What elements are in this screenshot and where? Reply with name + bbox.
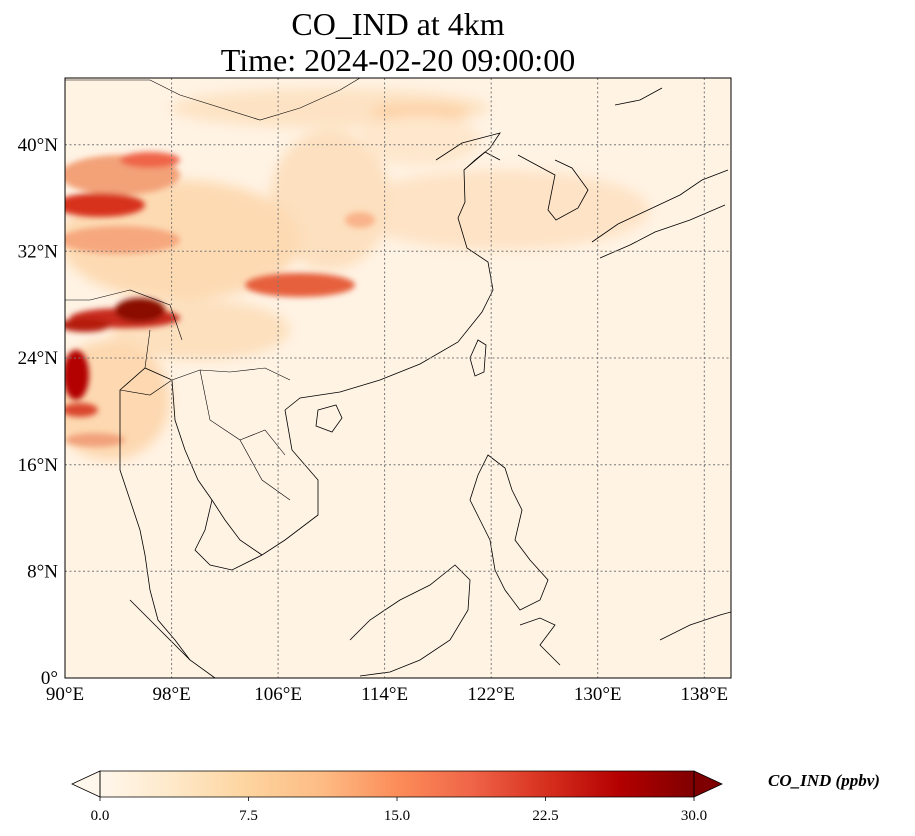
- colorbar-tick-label: 0.0: [91, 808, 110, 824]
- chart-title-line1: CO_IND at 4km: [291, 6, 505, 42]
- colorbar-tick-label: 7.5: [239, 808, 258, 824]
- borders: [65, 78, 361, 501]
- sulawesi-coast: [519, 617, 561, 666]
- lat-tick-label: 32°N: [18, 242, 59, 263]
- bohai-coast: [463, 151, 501, 171]
- lat-tick-label: 16°N: [18, 455, 59, 476]
- lat-tick-label: 24°N: [18, 348, 59, 369]
- lon-tick-labels: 90°E 98°E 106°E 114°E 122°E 130°E 138°E: [46, 684, 728, 705]
- colorbar: 0.0 7.5 15.0 22.5 30.0: [71, 770, 723, 824]
- map-frame: [64, 77, 732, 679]
- concentration-field: [65, 78, 731, 678]
- lat-tick-label: 40°N: [18, 135, 59, 156]
- lon-tick-label: 98°E: [152, 684, 190, 705]
- sumatra-coast: [129, 599, 216, 678]
- coastlines: [65, 78, 731, 678]
- gridlines: [65, 78, 731, 678]
- colorbar-gradient: [100, 771, 694, 797]
- thai-gulf-coast: [211, 499, 263, 556]
- lon-tick-label: 114°E: [361, 684, 408, 705]
- lon-tick-label: 130°E: [574, 684, 622, 705]
- china-coast: [284, 132, 501, 411]
- hokkaido-coast: [614, 87, 663, 106]
- colorbar-label: CO_IND (ppbv): [768, 771, 880, 790]
- lon-tick-label: 106°E: [254, 684, 302, 705]
- new-guinea-coast: [659, 611, 731, 641]
- hainan-coast: [315, 404, 343, 433]
- colorbar-extend-high: [693, 770, 723, 798]
- lat-tick-label: 8°N: [27, 562, 58, 583]
- taiwan-coast: [469, 339, 487, 377]
- colorbar-tick-label: 30.0: [681, 808, 707, 824]
- indochina-coast: [119, 367, 319, 661]
- lon-tick-label: 138°E: [680, 684, 728, 705]
- lat-tick-label: 0°: [41, 668, 58, 689]
- lon-tick-label: 122°E: [467, 684, 515, 705]
- colorbar-extend-low: [71, 770, 101, 798]
- plume-core: [65, 152, 375, 447]
- lat-tick-labels: 0° 8°N 16°N 24°N 32°N 40°N: [18, 135, 59, 689]
- philippines-coast: [469, 454, 549, 611]
- korea-coast: [517, 154, 589, 221]
- plume-diffuse: [65, 88, 650, 460]
- chart-title-line2: Time: 2024-02-20 09:00:00: [220, 42, 576, 78]
- colorbar-tick-label: 15.0: [384, 808, 410, 824]
- japan-coast: [591, 169, 729, 259]
- colorbar-tick-label: 22.5: [532, 808, 558, 824]
- borneo-coast: [349, 564, 471, 677]
- lon-tick-label: 90°E: [46, 684, 84, 705]
